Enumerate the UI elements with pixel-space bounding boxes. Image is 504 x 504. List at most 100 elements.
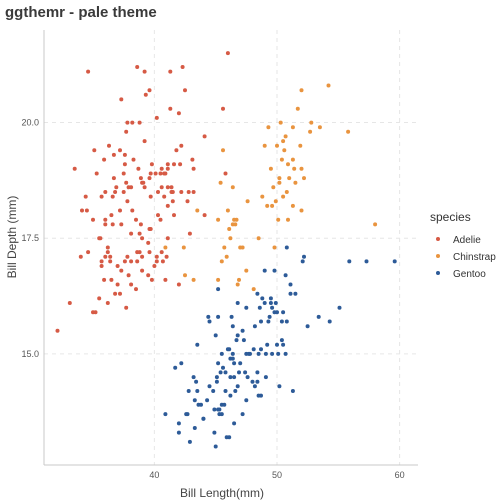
data-point (142, 69, 147, 74)
data-point (251, 287, 256, 292)
data-point (270, 305, 275, 310)
data-point (176, 111, 181, 116)
data-point (298, 143, 303, 148)
series-gentoo (163, 245, 397, 449)
data-point (227, 227, 232, 231)
data-point (199, 402, 203, 407)
data-point (260, 194, 265, 199)
data-point (103, 222, 108, 227)
data-point (147, 88, 152, 93)
data-point (121, 171, 126, 176)
data-point (286, 217, 290, 222)
data-point (152, 264, 157, 268)
data-point (267, 314, 272, 319)
data-point (163, 412, 168, 417)
data-point (230, 185, 235, 190)
data-point (284, 319, 289, 324)
data-point (105, 245, 110, 250)
data-point (259, 393, 263, 398)
data-point (192, 398, 197, 403)
data-point (234, 217, 239, 222)
data-point (305, 324, 310, 329)
data-point (124, 305, 129, 310)
data-point (195, 208, 200, 213)
data-point (108, 254, 113, 259)
data-point (241, 338, 246, 343)
data-point (326, 83, 331, 88)
data-point (299, 166, 304, 171)
y-tick-label: 20.0 (21, 118, 39, 128)
data-point (214, 379, 219, 384)
data-point (129, 259, 134, 264)
data-point (257, 305, 262, 310)
data-point (78, 254, 83, 259)
data-point (293, 291, 298, 296)
data-point (229, 314, 234, 319)
data-point (105, 301, 110, 305)
data-point (244, 398, 249, 403)
data-point (202, 213, 207, 218)
data-point (316, 314, 321, 319)
data-point (138, 222, 143, 227)
data-point (275, 143, 279, 148)
data-point (292, 166, 297, 171)
data-point (173, 365, 178, 370)
data-point (244, 268, 249, 273)
data-point (103, 190, 108, 194)
data-point (125, 199, 130, 204)
data-point (187, 439, 192, 444)
data-point (216, 217, 221, 222)
data-point (276, 351, 281, 356)
data-point (284, 190, 289, 194)
data-point (235, 282, 240, 287)
data-point (346, 129, 351, 134)
data-point (240, 245, 245, 250)
data-point (129, 282, 134, 287)
data-point (142, 139, 147, 144)
data-point (251, 347, 256, 352)
data-point (191, 190, 196, 194)
data-point (273, 199, 278, 204)
data-point (118, 291, 122, 296)
data-point (176, 282, 181, 287)
data-point (283, 134, 288, 139)
data-point (99, 264, 104, 268)
data-point (299, 88, 304, 93)
data-point (137, 250, 142, 255)
data-point (207, 319, 212, 324)
data-point (302, 254, 306, 259)
data-point (262, 143, 267, 148)
data-point (268, 166, 273, 171)
data-point (268, 296, 273, 301)
y-tick-label: 15.0 (21, 349, 39, 359)
data-point (179, 190, 184, 194)
data-point (134, 217, 138, 222)
data-point (230, 356, 235, 361)
data-point (105, 250, 110, 255)
data-point (219, 412, 224, 417)
data-point (170, 190, 175, 194)
legend-label-adelie: Adelie (453, 235, 481, 246)
data-point (278, 120, 283, 125)
data-point (156, 190, 160, 194)
data-point (163, 171, 168, 176)
data-point (248, 351, 252, 356)
data-point (164, 254, 169, 259)
data-point (146, 240, 151, 245)
data-point (290, 157, 295, 162)
data-point (97, 296, 102, 301)
data-point (283, 351, 288, 356)
data-point (240, 328, 245, 333)
data-point (216, 314, 221, 319)
data-point (302, 176, 306, 181)
data-point (245, 375, 250, 380)
data-point (347, 259, 352, 264)
data-point (86, 69, 91, 74)
data-point (218, 370, 223, 375)
data-point (124, 129, 129, 134)
data-point (122, 259, 127, 264)
data-point (103, 254, 108, 259)
data-point (138, 176, 143, 181)
data-point (232, 375, 237, 380)
data-point (259, 319, 263, 324)
